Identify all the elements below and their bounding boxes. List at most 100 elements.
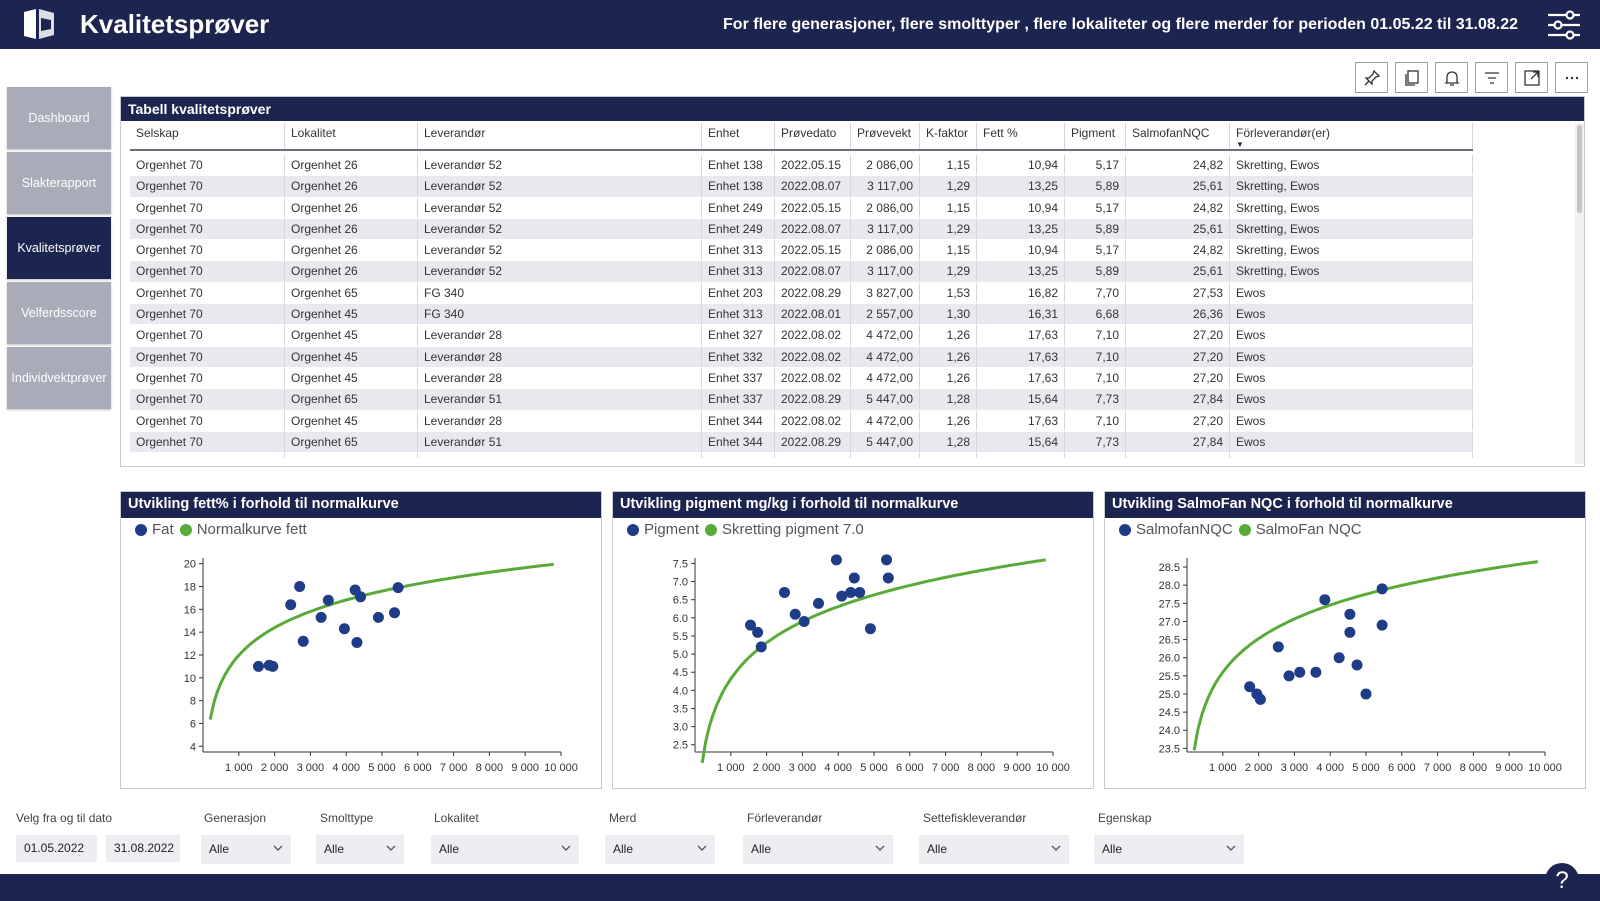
filter-button[interactable] [1475, 62, 1508, 93]
alert-button[interactable] [1435, 62, 1468, 93]
focus-mode-icon [1523, 69, 1540, 86]
egenskap-dropdown[interactable]: Alle [1094, 835, 1244, 864]
help-question-icon[interactable]: ? [1544, 862, 1580, 898]
column-header[interactable]: Prøvevekt [851, 123, 920, 149]
table-row[interactable]: Orgenhet 70 Orgenhet 26 Leverandør 52 Enhet… [130, 218, 1473, 241]
table-row[interactable]: Orgenhet 70 Orgenhet 26 Leverandør 52 Enhet… [130, 155, 1473, 177]
settings-sliders-icon[interactable] [1546, 9, 1582, 41]
column-header[interactable]: Pigment [1065, 123, 1126, 149]
table-scrollbar-thumb[interactable] [1577, 125, 1582, 213]
table-cell: 5,17 [1065, 240, 1126, 261]
smolttype-dropdown[interactable]: Alle [316, 835, 404, 864]
table-cell: 2022.08.02 [775, 367, 851, 389]
y-tick-label: 8 [190, 696, 196, 708]
table-cell: Skretting, Ewos [1230, 176, 1473, 197]
legend-item[interactable]: SalmoFan NQC [1238, 521, 1362, 538]
table-cell: 13,25 [977, 261, 1065, 282]
y-tick-label: 24.0 [1159, 725, 1180, 737]
sidebar-item-slakterapport[interactable]: Slakterapport [7, 152, 111, 214]
merd-dropdown[interactable]: Alle [605, 835, 715, 864]
legend-item[interactable]: Skretting pigment 7.0 [705, 521, 864, 538]
y-tick-label: 3.0 [673, 722, 688, 734]
column-header[interactable]: Prøvedato [775, 123, 851, 149]
dropdown-value: Alle [439, 842, 460, 856]
copy-button[interactable] [1395, 62, 1428, 93]
salmofan-scatter-chart[interactable]: 23.5 24.0 24.5 25.0 25.5 26.0 26.5 27.0 27.5 28.0… [1105, 548, 1585, 788]
data-point [1344, 608, 1356, 620]
legend-item[interactable]: Normalkurve fett [179, 521, 307, 538]
table-cell: 4 472,00 [851, 325, 920, 346]
forleverandor-dropdown[interactable]: Alle [743, 835, 893, 864]
table-cell: 17,63 [977, 325, 1065, 346]
column-header[interactable]: Leverandør [418, 123, 702, 149]
table-cell: Orgenhet 70 [130, 261, 285, 282]
table-cell: 15,64 [977, 453, 1065, 458]
table-cell: Ewos [1230, 304, 1473, 325]
column-header[interactable]: Selskap [130, 123, 285, 149]
focus-mode-button[interactable] [1515, 62, 1548, 93]
more-options-button[interactable] [1555, 62, 1588, 93]
date-from-input[interactable]: 01.05.2022 [16, 835, 97, 862]
data-point [297, 635, 309, 647]
table-row[interactable]: Orgenhet 70 Orgenhet 26 Leverandør 52 Enhet… [130, 197, 1473, 219]
data-point [294, 581, 306, 593]
pin-button[interactable] [1355, 62, 1388, 93]
table-cell: 2022.08.02 [775, 325, 851, 346]
table-row[interactable]: Orgenhet 70 Orgenhet 26 Leverandør 52 Enhet… [130, 261, 1473, 283]
table-row[interactable]: Orgenhet 70 Orgenhet 26 Leverandør 52 Enhet… [130, 240, 1473, 262]
chevron-down-icon [875, 845, 885, 851]
table-row[interactable]: Orgenhet 70 Orgenhet 45 Leverandør 28 Enhet… [130, 367, 1473, 390]
legend-item[interactable]: Fat [135, 521, 174, 538]
date-to-input[interactable]: 31.08.2022 [106, 835, 180, 862]
table-scrollbar[interactable] [1575, 123, 1584, 464]
pigment-scatter-chart[interactable]: 2.5 3.0 3.5 4.0 4.5 5.0 5.5 6.0 6.5 7.0 7.5 1 000 2 … [613, 548, 1093, 788]
column-header[interactable]: Fett % [977, 123, 1065, 149]
table-cell: 10,94 [977, 155, 1065, 176]
table-cell: 15,64 [977, 431, 1065, 453]
sidebar-item-individvektprover[interactable]: Individvektprøver [7, 347, 111, 409]
table-row[interactable]: Orgenhet 70 Orgenhet 65 FG 340 Enhet 203 202… [130, 282, 1473, 305]
x-tick-label: 5 000 [368, 762, 396, 774]
table-cell: FG 340 [418, 304, 702, 325]
x-tick-label: 1 000 [225, 762, 253, 774]
settefiskleverandor-dropdown[interactable]: Alle [919, 835, 1069, 864]
data-point [1376, 583, 1388, 595]
column-header[interactable]: Enhet [702, 123, 775, 149]
legend-dot-icon [705, 523, 718, 536]
lokalitet-dropdown[interactable]: Alle [431, 835, 579, 864]
legend-item[interactable]: Pigment [627, 521, 699, 538]
table-cell: Enhet 313 [702, 261, 775, 282]
column-header[interactable]: SalmofanNQC [1126, 123, 1230, 149]
lokalitet-label: Lokalitet [434, 811, 479, 825]
table-row[interactable]: Orgenhet 70 Orgenhet 45 Leverandør 28 Enhet… [130, 346, 1473, 368]
sidebar-item-dashboard[interactable]: Dashboard [7, 87, 111, 149]
sidebar-item-velferdsscore[interactable]: Velferdsscore [7, 282, 111, 344]
table-cell: 27,20 [1126, 325, 1230, 346]
table-row[interactable]: Orgenhet 70 Orgenhet 26 Leverandør 52 Enhet… [130, 176, 1473, 198]
y-tick-label: 27.5 [1159, 598, 1180, 610]
column-header[interactable]: K-faktor [920, 123, 977, 149]
table-cell: 3 117,00 [851, 176, 920, 197]
pin-icon [1363, 69, 1380, 86]
table-cell: Enhet 138 [702, 155, 775, 176]
column-header[interactable]: Förleverandør(er) ▼ [1230, 123, 1473, 149]
table-row[interactable]: Orgenhet 70 Orgenhet 45 Leverandør 28 Enhet… [130, 410, 1473, 432]
table-row[interactable]: Orgenhet 70 Orgenhet 45 Leverandør 28 Enhet… [130, 325, 1473, 347]
table-row[interactable]: Orgenhet 70 Orgenhet 45 FG 340 Enhet 313 202… [130, 304, 1473, 326]
table-cell: 27,20 [1126, 367, 1230, 389]
fat-scatter-chart[interactable]: 4 6 8 10 12 14 16 18 20 1 000 2 000 3 000 4 000 5 000… [121, 548, 601, 788]
table-cell: 13,25 [977, 176, 1065, 197]
table-cell: 27,84 [1126, 389, 1230, 410]
table-cell: 24,82 [1126, 197, 1230, 218]
x-tick-label: 4 000 [1316, 762, 1344, 774]
legend-item[interactable]: SalmofanNQC [1119, 521, 1233, 538]
table-cell: 17,63 [977, 367, 1065, 389]
sidebar-item-kvalitetsprover[interactable]: Kvalitetsprøver [7, 217, 111, 279]
generasjon-dropdown[interactable]: Alle [201, 835, 291, 864]
column-header[interactable]: Lokalitet [285, 123, 418, 149]
table-title: Tabell kvalitetsprøver [121, 97, 1584, 121]
table-cell: 7,70 [1065, 282, 1126, 304]
